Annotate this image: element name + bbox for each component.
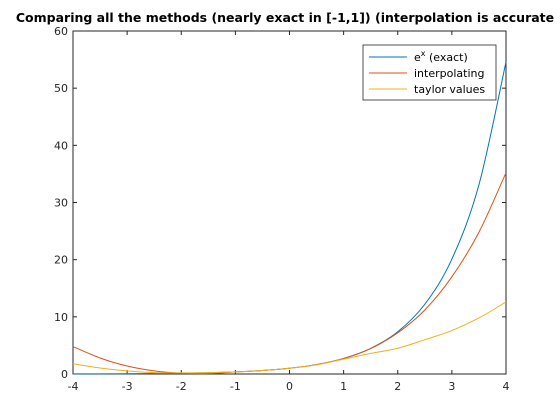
y-axis: 0 10 20 30 40 50 60 bbox=[54, 25, 506, 381]
x-tick-label: 1 bbox=[340, 380, 347, 393]
legend: ex (exact) interpolating taylor values bbox=[362, 44, 497, 101]
y-tick-label: 0 bbox=[61, 368, 68, 381]
y-tick-label: 10 bbox=[54, 311, 68, 324]
x-tick-label: -3 bbox=[122, 380, 133, 393]
y-tick-label: 50 bbox=[54, 82, 68, 95]
legend-label-interpolating: interpolating bbox=[414, 67, 484, 80]
y-tick-label: 60 bbox=[54, 25, 68, 38]
x-tick-label: -1 bbox=[230, 380, 241, 393]
x-tick-label: 2 bbox=[394, 380, 401, 393]
chart-title: Comparing all the methods (nearly exact … bbox=[16, 10, 554, 25]
x-tick-label: -2 bbox=[176, 380, 187, 393]
x-tick-label: 3 bbox=[448, 380, 455, 393]
series-lines bbox=[72, 61, 507, 375]
legend-label-taylor: taylor values bbox=[414, 83, 485, 96]
x-tick-label: 0 bbox=[286, 380, 293, 393]
x-axis: -4 -3 -2 -1 0 1 2 3 4 bbox=[68, 31, 510, 393]
legend-label-exact: ex (exact) bbox=[414, 49, 468, 64]
x-tick-label: 4 bbox=[503, 380, 510, 393]
y-tick-label: 20 bbox=[54, 254, 68, 267]
series-line-taylor bbox=[72, 301, 507, 374]
x-tick-label: -4 bbox=[68, 380, 79, 393]
y-tick-label: 30 bbox=[54, 197, 68, 210]
y-tick-label: 40 bbox=[54, 139, 68, 152]
